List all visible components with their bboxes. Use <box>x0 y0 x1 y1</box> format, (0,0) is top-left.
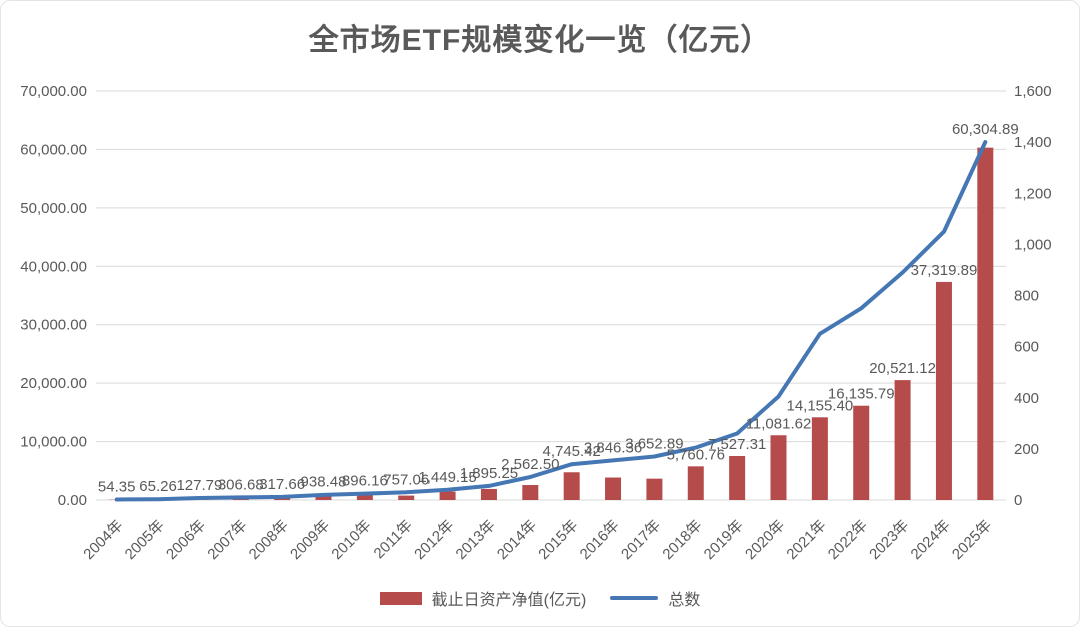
bar-value-label: 938.48 <box>301 474 347 491</box>
y-axis-left-tick-label: 50,000.00 <box>20 200 87 217</box>
y-axis-left-tick-label: 70,000.00 <box>20 83 87 100</box>
x-axis-tick-label: 2019年 <box>701 517 747 563</box>
bar-value-label: 3,652.89 <box>625 436 683 453</box>
y-axis-right-tick-label: 1,600 <box>1014 83 1052 100</box>
bar-2022 <box>853 405 870 500</box>
bar-value-label: 306.68 <box>218 476 264 493</box>
bar-2019 <box>729 456 746 500</box>
bar-2008 <box>274 498 291 500</box>
x-axis-tick-label: 2020年 <box>742 517 788 563</box>
y-axis-right-tick-label: 400 <box>1014 390 1039 407</box>
x-axis-tick-label: 2015年 <box>535 517 581 563</box>
bar-value-label: 7,527.31 <box>708 436 766 453</box>
bar-value-label: 20,521.12 <box>869 360 936 377</box>
bar-2024 <box>935 281 952 500</box>
bar-2025 <box>977 147 994 500</box>
x-axis-tick-label: 2006年 <box>163 517 209 563</box>
x-axis-tick-label: 2007年 <box>204 517 250 563</box>
x-axis-tick-label: 2025年 <box>949 517 995 563</box>
y-axis-right-tick-label: 0 <box>1014 492 1022 509</box>
y-axis-right-tick-label: 200 <box>1014 441 1039 458</box>
y-axis-left-tick-label: 0.00 <box>58 492 87 509</box>
x-axis-tick-label: 2011年 <box>371 517 416 562</box>
bar-2010 <box>356 494 373 500</box>
y-axis-right-tick-label: 800 <box>1014 288 1039 305</box>
bar-2014 <box>522 485 539 500</box>
legend-bar-label: 截止日资产净值(亿元) <box>431 592 587 609</box>
bar-2017 <box>646 478 663 500</box>
bar-value-label: 65.26 <box>139 478 177 495</box>
x-axis-tick-label: 2023年 <box>866 517 912 563</box>
y-axis-left-tick-label: 40,000.00 <box>20 258 87 275</box>
x-axis-tick-label: 2004年 <box>80 517 126 563</box>
bar-2021 <box>811 417 828 500</box>
x-axis-tick-label: 2010年 <box>328 517 374 563</box>
x-axis-tick-label: 2013年 <box>453 517 499 563</box>
bar-value-label: 11,081.62 <box>746 415 812 432</box>
bar-2016 <box>605 477 622 500</box>
bar-2020 <box>770 435 787 500</box>
y-axis-left-tick-label: 20,000.00 <box>20 375 87 392</box>
bar-2011 <box>398 495 415 500</box>
bar-value-label: 3,846.36 <box>584 439 642 456</box>
x-axis-tick-label: 2008年 <box>246 517 292 563</box>
legend: 截止日资产净值(亿元) 总数 <box>1 586 1079 610</box>
bar-2009 <box>315 494 332 500</box>
y-axis-right-tick-label: 1,000 <box>1014 236 1052 253</box>
chart-title: 全市场ETF规模变化一览（亿元） <box>308 24 772 57</box>
y-axis-right-tick-label: 1,200 <box>1014 185 1052 202</box>
bar-value-label: 37,319.89 <box>911 262 978 279</box>
line-series-total-count <box>114 140 988 502</box>
bar-value-label: 60,304.89 <box>952 121 1019 138</box>
bar-value-label: 896.16 <box>342 473 388 490</box>
legend-bar-swatch-icon <box>379 591 422 605</box>
x-axis-tick-label: 2009年 <box>287 517 333 563</box>
bar-value-label: 757.06 <box>383 471 429 488</box>
x-axis-tick-label: 2018年 <box>659 517 705 563</box>
bar-value-label: 16,135.79 <box>828 386 895 403</box>
y-axis-right-tick-label: 1,400 <box>1014 134 1052 151</box>
y-axis-left-tick-label: 30,000.00 <box>20 317 87 334</box>
x-axis-tick-label: 2014年 <box>494 517 540 563</box>
y-axis-right-tick-label: 600 <box>1014 339 1039 356</box>
x-axis-tick-label: 2016年 <box>577 517 623 563</box>
legend-line-swatch-icon <box>610 596 659 600</box>
bar-value-label: 127.79 <box>176 477 222 494</box>
x-axis-tick-label: 2017年 <box>618 517 664 563</box>
bar-value-label: 54.35 <box>98 478 136 495</box>
bar-value-label: 5,760.76 <box>667 446 725 463</box>
bar-value-label: 317.66 <box>259 476 305 493</box>
x-axis-tick-label: 2024年 <box>908 517 954 563</box>
bar-value-label: 4,745.42 <box>542 443 600 460</box>
bar-2012 <box>439 491 456 500</box>
bar-value-label: 2,562.50 <box>501 456 559 473</box>
y-axis-left-tick-label: 10,000.00 <box>20 434 87 451</box>
bar-value-label: 1,895.25 <box>460 465 518 482</box>
bar-2018 <box>687 466 704 500</box>
bar-2015 <box>563 472 580 500</box>
x-axis-tick-label: 2012年 <box>411 517 457 563</box>
x-axis-tick-label: 2005年 <box>122 517 168 563</box>
bar-value-label: 1,449.15 <box>418 469 476 486</box>
bar-value-label: 14,155.40 <box>786 397 853 414</box>
legend-line-label: 总数 <box>668 592 701 609</box>
bar-2023 <box>894 380 911 500</box>
bar-2013 <box>480 488 497 500</box>
x-axis-tick-label: 2021年 <box>783 517 829 563</box>
y-axis-left-tick-label: 60,000.00 <box>20 141 87 158</box>
x-axis-tick-label: 2022年 <box>825 517 871 563</box>
